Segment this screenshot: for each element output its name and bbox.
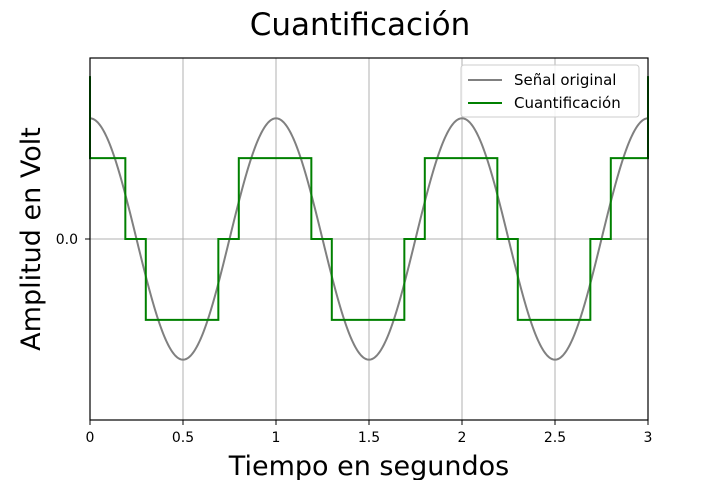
x-tick-label: 1.5 [358,430,380,446]
x-tick-label: 3 [644,430,653,446]
y-axis-label: Amplitud en Volt [16,127,47,351]
x-tick-label: 0 [86,430,95,446]
legend: Señal original Cuantificación [460,64,640,118]
x-axis-label: Tiempo en segundos [228,451,509,480]
x-tick-label: 2.5 [544,430,566,446]
x-tick-label: 2 [458,430,467,446]
x-tick-label: 1 [272,430,281,446]
series-line-senal-original [89,117,649,361]
series-layer [89,76,649,361]
legend-label-senal-original: Señal original [514,71,616,89]
y-tick-label: 0.0 [56,232,78,248]
series-line-cuantificacion [89,76,649,321]
legend-label-cuantificacion: Cuantificación [514,94,621,112]
legend-box [460,64,640,118]
chart-title: Cuantificación [250,7,471,43]
tick-layer: 0 0.5 1 1.5 2 2.5 3 0.0 [56,232,653,446]
x-tick-label: 0.5 [172,430,194,446]
